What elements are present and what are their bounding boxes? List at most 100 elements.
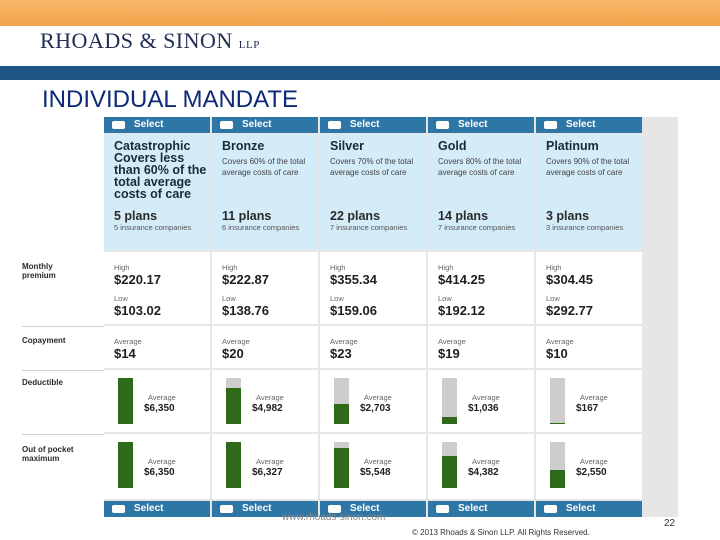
deductible-cell: Average $4,982 [212,370,318,432]
select-plan-button[interactable]: Select [212,117,318,133]
insurer-count: 6 insurance companies [222,223,300,232]
deductible-bar [118,378,133,424]
deductible-bar [550,378,565,424]
low-label: Low [546,294,560,303]
select-plan-button[interactable]: Select [320,117,426,133]
deductible-cell: Average $2,703 [320,370,426,432]
premium-cell: High $414.25 Low $192.12 [428,252,534,324]
plan-description: Covers 90% of the total average costs of… [546,157,630,177]
oop-cell: Average $4,382 [428,434,534,499]
select-label: Select [242,119,272,130]
row-divider [22,326,104,327]
checkbox-icon[interactable] [112,121,125,129]
premium-low: $292.77 [546,303,593,318]
premium-high: $220.17 [114,272,161,287]
select-plan-button[interactable]: Select [104,501,210,517]
deductible-bar-fill [334,404,349,424]
checkbox-icon[interactable] [328,505,341,513]
row-label-monthly-premium: Monthly premium [22,262,56,280]
average-label: Average [472,393,500,402]
plan-count: 3 plans [546,209,590,223]
footer-url[interactable]: www.rhoads-sinon.com [282,512,386,523]
select-plan-button[interactable]: Select [428,117,534,133]
copay-cell: Average $14 [104,326,210,368]
plan-description: Covers 80% of the total average costs of… [438,157,522,177]
average-label: Average [330,337,358,346]
deductible-bar-fill [226,388,241,424]
high-label: High [222,263,238,272]
copay-cell: Average $10 [536,326,642,368]
oop-bar [226,442,241,488]
copay-cell: Average $23 [320,326,426,368]
deductible-average: $1,036 [468,403,499,414]
copay-average: $19 [438,346,460,361]
plan-name: Silver [330,139,365,153]
row-label-copayment: Copayment [22,336,66,345]
premium-low: $138.76 [222,303,269,318]
average-label: Average [148,393,176,402]
checkbox-icon[interactable] [436,121,449,129]
low-label: Low [330,294,344,303]
plan-name: Catastrophic Covers less than 60% of the… [114,139,207,201]
select-plan-button[interactable]: Select [104,117,210,133]
header-rule [0,66,720,80]
average-label: Average [580,457,608,466]
checkbox-icon[interactable] [544,505,557,513]
row-divider [22,370,104,371]
high-label: High [438,263,454,272]
plan-column: Select Gold Covers 80% of the total averag… [428,117,534,517]
oop-bar-fill [334,448,349,488]
select-plan-button[interactable]: Select [212,501,318,517]
deductible-cell: Average $1,036 [428,370,534,432]
select-plan-button[interactable]: Select [536,117,642,133]
firm-logo: RHOADS & SINON LLP [40,28,260,54]
select-label: Select [134,503,164,514]
select-plan-button[interactable]: Select [536,501,642,517]
low-label: Low [438,294,452,303]
plan-name: Platinum [546,139,599,153]
plan-comparison-table: Select Catastrophic Covers less than 60% … [104,117,678,517]
firm-suffix: LLP [238,39,260,51]
select-label: Select [134,119,164,130]
select-label: Select [458,119,488,130]
footer-copyright: © 2013 Rhoads & Sinon LLP. All Rights Re… [412,528,590,537]
plan-name: Bronze [222,139,265,153]
oop-bar [550,442,565,488]
deductible-average: $2,703 [360,403,391,414]
oop-bar [442,442,457,488]
checkbox-icon[interactable] [220,121,233,129]
deductible-bar [334,378,349,424]
plan-header: Catastrophic Covers less than 60% of the… [104,134,210,250]
average-label: Average [148,457,176,466]
select-label: Select [566,119,596,130]
row-divider [22,434,104,435]
checkbox-icon[interactable] [112,505,125,513]
deductible-cell: Average $6,350 [104,370,210,432]
deductible-bar [442,378,457,424]
premium-high: $414.25 [438,272,485,287]
average-label: Average [222,337,250,346]
plan-count: 5 plans [114,209,158,223]
checkbox-icon[interactable] [544,121,557,129]
oop-average: $6,327 [252,467,283,478]
oop-bar-fill [550,470,565,488]
select-plan-button[interactable]: Select [428,501,534,517]
checkbox-icon[interactable] [220,505,233,513]
average-label: Average [256,393,284,402]
deductible-bar-fill [550,423,565,424]
high-label: High [330,263,346,272]
checkbox-icon[interactable] [436,505,449,513]
plan-count: 14 plans [438,209,489,223]
select-label: Select [350,503,380,514]
average-label: Average [438,337,466,346]
copay-cell: Average $20 [212,326,318,368]
oop-average: $4,382 [468,467,499,478]
checkbox-icon[interactable] [328,121,341,129]
select-plan-button[interactable]: Select [320,501,426,517]
deductible-average: $6,350 [144,403,175,414]
high-label: High [546,263,562,272]
select-label: Select [350,119,380,130]
plan-name: Gold [438,139,467,153]
deductible-bar [226,378,241,424]
slide-title: INDIVIDUAL MANDATE [42,86,299,113]
